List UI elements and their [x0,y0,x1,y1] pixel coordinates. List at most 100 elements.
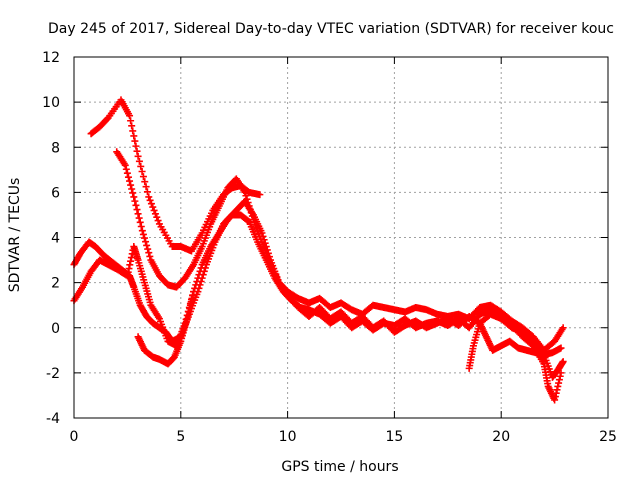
data-point [141,178,149,186]
data-point [187,298,195,306]
data-point [143,188,151,196]
data-point [186,301,194,309]
data-point [128,122,136,130]
data-point [555,379,563,387]
data-point [131,137,139,145]
y-tick-label: 2 [51,276,60,292]
data-point [127,117,135,125]
data-point [265,253,273,261]
plot-frame [73,56,609,419]
y-tick-label: -4 [46,411,60,427]
data-point [124,173,132,181]
data-point [129,189,137,197]
data-point [192,281,200,289]
data-point [557,344,565,352]
data-point [142,238,150,246]
data-point [264,249,272,257]
data-point [145,193,153,201]
data-point [133,206,141,214]
data-point [137,162,145,170]
data-point [130,193,138,201]
data-point [262,243,270,251]
y-tick-label: 0 [51,321,60,337]
data-point [551,396,559,404]
data-point [153,213,161,221]
data-point [124,268,132,276]
x-tick-label: 25 [599,429,617,445]
data-point [189,291,197,299]
data-point [127,254,135,262]
data-point [135,157,143,165]
data-point [194,274,202,282]
data-point [130,132,138,140]
data-point [557,369,565,377]
data-point [183,315,191,323]
x-tick-label: 10 [279,429,297,445]
data-point [123,272,131,280]
axis-ticks: 0 5 10 15 20 25 -4 -2 0 2 4 6 8 10 12 [42,50,617,445]
data-point [133,147,141,155]
data-point [154,217,162,225]
data-point [191,284,199,292]
data-point [151,210,159,218]
data-point [138,227,146,235]
data-point [144,245,152,253]
data-point [261,239,269,247]
data-point [184,311,192,319]
data-point [260,236,268,244]
data-point [188,294,196,302]
data-point [126,261,134,269]
data-point [126,177,134,185]
data-point [127,181,135,189]
data-point [196,267,204,275]
y-tick-label: 12 [42,50,60,66]
data-point [190,288,198,296]
data-point [193,277,201,285]
data-point [137,223,145,231]
data-point [195,271,203,279]
data-point [554,382,562,390]
data-point [134,210,142,218]
data-point [258,229,266,237]
x-tick-label: 5 [176,429,185,445]
data-point [551,393,559,401]
data-point [146,252,154,260]
data-point [263,246,271,254]
data-point [125,265,133,273]
data-point [134,152,142,160]
data-point [146,196,154,204]
data-point [197,264,205,272]
data-point [242,192,250,200]
data-point [142,183,150,191]
data-point [241,188,249,196]
data-point [129,127,137,135]
data-point [132,142,140,150]
data-point [186,305,194,313]
data-point [132,201,140,209]
data-point [559,324,567,332]
series-track-e [134,288,198,368]
data-point [553,386,561,394]
data-point [128,185,136,193]
data-point [139,230,147,238]
data-point [256,191,264,199]
data-point [147,200,155,208]
data-point [143,241,151,249]
data-point [123,169,131,177]
data-point [121,161,129,169]
chart-title: Day 245 of 2017, Sidereal Day-to-day VTE… [48,21,614,37]
y-axis-label: SDTVAR / TECUs [7,178,23,293]
y-tick-label: 10 [42,95,60,111]
data-point [145,249,153,257]
data-point [259,232,267,240]
y-tick-label: 4 [51,231,60,247]
data-point [140,234,148,242]
series-track-f [465,319,565,372]
x-tick-label: 0 [70,429,79,445]
data-point [139,173,147,181]
data-point [138,168,146,176]
x-tick-label: 15 [385,429,403,445]
